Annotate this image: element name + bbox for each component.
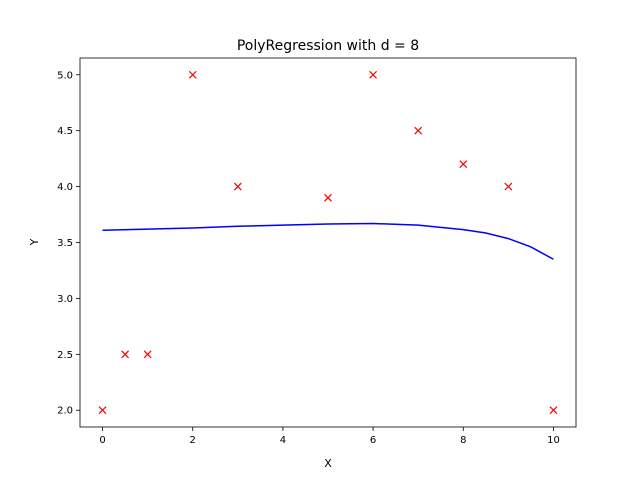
x-axis: 0 2 4 6 8 10 [99,427,560,446]
data-point [98,406,107,415]
x-tick-label: 4 [280,435,286,446]
data-point [188,70,197,79]
plot-area [98,70,558,415]
data-point [143,350,152,359]
data-point [369,70,378,79]
y-tick-label: 2.5 [57,350,73,361]
data-point [121,350,130,359]
data-point [233,182,242,191]
x-tick-label: 0 [99,435,105,446]
y-axis-label: Y [28,238,41,246]
y-tick-label: 4.0 [57,182,73,193]
x-axis-label: X [324,457,332,470]
y-axis: 2.0 2.5 3.0 3.5 4.0 4.5 5.0 [57,70,80,417]
y-tick-label: 2.0 [57,406,73,417]
axes-frame [79,57,577,428]
fitted-curve [102,222,554,260]
x-tick-label: 8 [460,435,466,446]
data-point [504,182,513,191]
x-tick-label: 2 [190,435,196,446]
data-point [414,126,423,135]
y-tick-label: 3.5 [57,238,73,249]
data-point [324,193,332,202]
y-tick-label: 3.0 [57,294,73,305]
data-point [549,406,558,415]
data-point [459,160,468,169]
x-tick-label: 6 [370,435,376,446]
y-tick-label: 5.0 [57,70,73,81]
x-tick-label: 10 [547,435,560,446]
y-tick-label: 4.5 [57,126,73,137]
chart-title: PolyRegression with d = 8 [237,38,419,54]
